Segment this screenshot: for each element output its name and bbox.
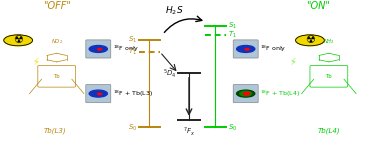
Text: $^5D_4$: $^5D_4$ bbox=[163, 67, 177, 80]
Text: ☢: ☢ bbox=[305, 35, 315, 45]
Text: $^7F_x$: $^7F_x$ bbox=[183, 126, 195, 139]
Text: $^{18}$F only: $^{18}$F only bbox=[260, 44, 287, 54]
Text: "ON": "ON" bbox=[305, 1, 330, 11]
Circle shape bbox=[237, 46, 255, 52]
Text: $^{18}$F + Tb(L3): $^{18}$F + Tb(L3) bbox=[113, 88, 153, 99]
Text: ⚡: ⚡ bbox=[33, 57, 39, 67]
Text: $H_2S$: $H_2S$ bbox=[165, 4, 183, 17]
FancyBboxPatch shape bbox=[233, 40, 258, 58]
Text: $NH_2$: $NH_2$ bbox=[323, 37, 335, 46]
Circle shape bbox=[98, 49, 102, 50]
Text: $NO_2$: $NO_2$ bbox=[51, 37, 63, 46]
Text: $S_1$: $S_1$ bbox=[128, 35, 137, 45]
Circle shape bbox=[4, 35, 33, 46]
Text: Tb(L3): Tb(L3) bbox=[43, 127, 66, 134]
Circle shape bbox=[243, 92, 250, 95]
FancyBboxPatch shape bbox=[233, 85, 258, 103]
Circle shape bbox=[89, 90, 107, 97]
Circle shape bbox=[245, 49, 249, 50]
Text: $T_1$: $T_1$ bbox=[228, 30, 237, 40]
Text: $^{18}$F only: $^{18}$F only bbox=[113, 44, 139, 54]
Text: $S_0$: $S_0$ bbox=[228, 122, 237, 132]
Circle shape bbox=[240, 91, 252, 96]
Text: Tb: Tb bbox=[325, 74, 332, 79]
Text: $S_0$: $S_0$ bbox=[127, 122, 137, 132]
FancyBboxPatch shape bbox=[86, 40, 111, 58]
Circle shape bbox=[89, 46, 107, 52]
Text: $^{18}$F + Tb(L4): $^{18}$F + Tb(L4) bbox=[260, 88, 300, 99]
Text: ⚡: ⚡ bbox=[289, 57, 296, 67]
Text: $S_1$: $S_1$ bbox=[228, 21, 237, 31]
Circle shape bbox=[237, 90, 255, 97]
Text: Tb: Tb bbox=[53, 74, 60, 79]
FancyBboxPatch shape bbox=[86, 85, 111, 103]
Circle shape bbox=[296, 35, 324, 46]
Text: $T_1$: $T_1$ bbox=[128, 47, 137, 57]
Circle shape bbox=[98, 93, 102, 95]
Text: "OFF": "OFF" bbox=[43, 1, 71, 11]
Text: ☢: ☢ bbox=[13, 35, 23, 45]
Text: Tb(L4): Tb(L4) bbox=[318, 127, 340, 134]
